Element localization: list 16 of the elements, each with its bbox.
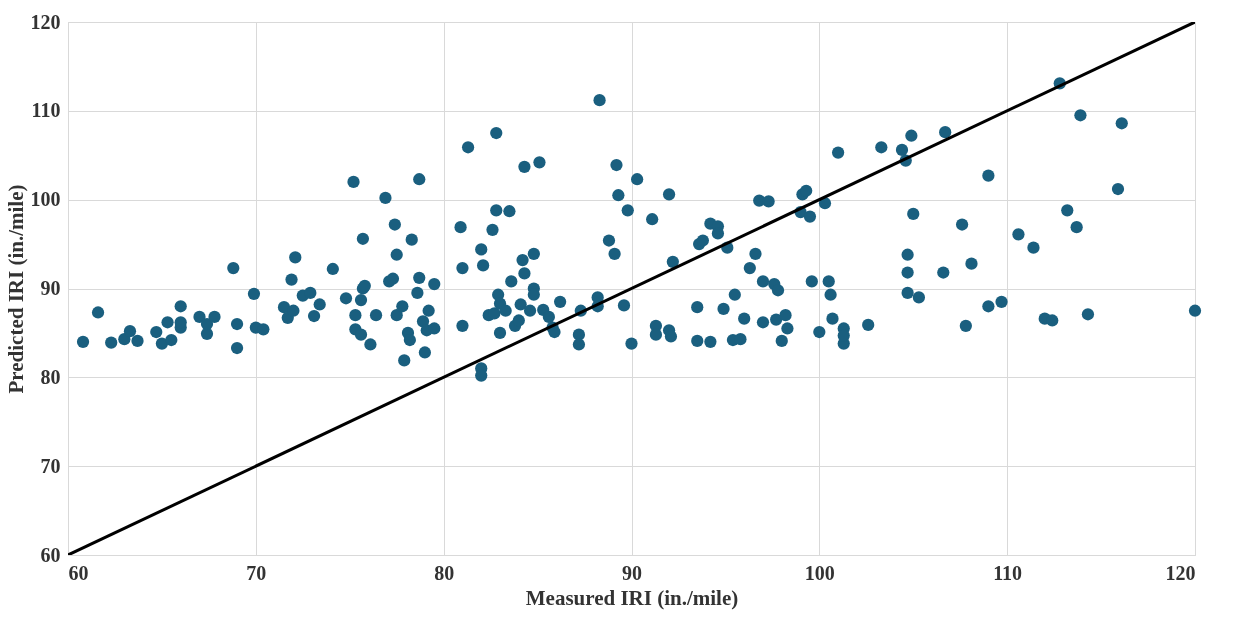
- x-tick-label: 120: [1165, 561, 1196, 584]
- x-axis-title: Measured IRI (in./mile): [525, 585, 739, 610]
- y-tick-label: 70: [40, 454, 61, 477]
- y-tick-label: 80: [40, 365, 61, 388]
- x-tick-label: 80: [434, 561, 455, 584]
- x-tick-label: 60: [68, 561, 89, 584]
- x-tick-label: 70: [246, 561, 267, 584]
- y-tick-label: 60: [40, 543, 61, 566]
- y-tick-label: 90: [40, 277, 61, 299]
- y-tick-label: 120: [30, 10, 61, 33]
- y-tick-label: 110: [31, 99, 61, 122]
- y-axis-title: Predicted IRI (in./mile): [3, 184, 28, 394]
- x-tick-label: 100: [804, 561, 835, 584]
- x-tick-label: 90: [622, 561, 642, 584]
- y-tick-label: 100: [30, 188, 61, 211]
- x-tick-label: 110: [993, 561, 1023, 584]
